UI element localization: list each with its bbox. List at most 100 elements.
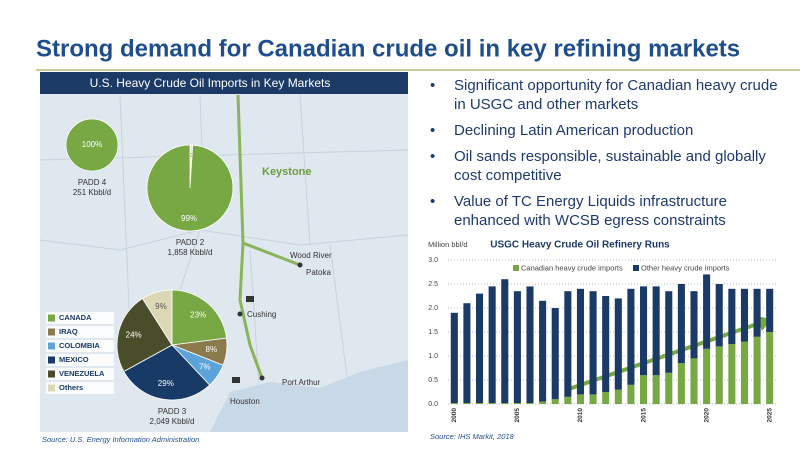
bar-segment [728, 288, 736, 344]
bar-segment [753, 288, 761, 337]
x-tick-label: 2020 [703, 408, 710, 423]
bar-segment [614, 389, 622, 404]
y-tick-label: 2.0 [428, 305, 438, 312]
pie-slice [141, 289, 173, 347]
bar-segment [665, 372, 673, 404]
slide-title: Strong demand for Canadian crude oil in … [36, 35, 740, 62]
bar-segment [551, 399, 559, 404]
bar-segment [576, 394, 584, 404]
y-tick-label: 3.0 [428, 257, 438, 264]
bullet: Declining Latin American production [428, 121, 780, 140]
pie-subtitle: 2,049 Kbbl/d [150, 417, 195, 426]
bar-segment [665, 291, 673, 373]
map-label: Keystone [262, 166, 312, 178]
map-point [259, 375, 265, 381]
pie-slice [65, 118, 119, 172]
bar-segment [627, 288, 635, 385]
bar-segment [476, 403, 484, 404]
bar-segment [627, 384, 635, 404]
pie-value-label: 1% [185, 152, 197, 161]
bullet: Oil sands responsible, sustainable and g… [428, 147, 780, 185]
legend-label: CANADA [59, 313, 92, 322]
y-axis-label: Million bbl/d [428, 240, 468, 249]
bar-segment [513, 291, 521, 404]
bar-segment [526, 286, 534, 404]
map-label: Patoka [306, 268, 331, 277]
legend-swatch [48, 328, 55, 336]
map-label: Port Arthur [282, 378, 321, 387]
legend-label: COLOMBIA [59, 341, 100, 350]
legend-swatch [513, 265, 519, 271]
map-gulf [210, 360, 408, 432]
chart-title: USGC Heavy Crude Oil Refinery Runs [490, 240, 670, 251]
legend-box [46, 326, 114, 338]
bar-segment [450, 312, 458, 404]
legend-swatch [633, 265, 639, 271]
map-title-bar [40, 72, 408, 94]
legend-swatch [48, 342, 55, 350]
legend-swatch [48, 356, 55, 364]
legend-label: Other heavy crude imports [641, 263, 730, 272]
map-label: Cushing [247, 310, 276, 319]
map-icon [232, 377, 240, 383]
bar-segment [690, 358, 698, 404]
x-tick-label: 2015 [640, 408, 647, 423]
bar-segment [753, 336, 761, 404]
x-tick-label: 2025 [766, 408, 773, 423]
y-tick-label: 0.0 [428, 401, 438, 408]
pie-slice [171, 289, 228, 346]
bar-segment [703, 348, 711, 404]
bar-segment [602, 296, 610, 392]
legend-label: Canadian heavy crude imports [521, 263, 623, 272]
x-tick-label: 2000 [451, 408, 458, 423]
legend-label: VENEZUELA [59, 369, 105, 378]
y-tick-label: 1.5 [428, 329, 438, 336]
bar-segment [488, 403, 496, 404]
legend-box [46, 382, 114, 394]
pipeline [236, 94, 301, 379]
trend-arrow [565, 321, 761, 392]
legend-swatch [48, 314, 55, 322]
bar-segment [576, 288, 584, 395]
bar-segment [715, 284, 723, 347]
bar-segment [513, 403, 521, 404]
pie-value-label: 8% [206, 345, 218, 354]
bar-segment [539, 401, 547, 404]
bar-segment [677, 363, 685, 404]
pie-value-label: 7% [199, 362, 211, 371]
bar-segment [766, 332, 774, 404]
bar-segment [589, 291, 597, 395]
x-tick-label: 2010 [577, 408, 584, 423]
bar-segment [450, 403, 458, 404]
bar-segment [740, 288, 748, 342]
legend-label: Others [59, 383, 83, 392]
bar-segment [640, 286, 648, 376]
bullet-list: Significant opportunity for Canadian hea… [428, 76, 780, 237]
y-tick-label: 1.0 [428, 353, 438, 360]
bullet: Value of TC Energy Liquids infrastructur… [428, 192, 780, 230]
map-source: Source: U.S. Energy Information Administ… [42, 435, 199, 444]
bar-segment [652, 286, 660, 376]
bar-segment [526, 403, 534, 404]
pie-value-label: 29% [158, 379, 174, 388]
bullet: Significant opportunity for Canadian hea… [428, 76, 780, 114]
pie-subtitle: 251 Kbbl/d [73, 188, 111, 197]
bar-segment [690, 291, 698, 359]
map-point [237, 311, 243, 317]
bar-segment [501, 403, 509, 404]
pie-subtitle: 1,858 Kbbl/d [168, 248, 213, 257]
bar-segment [551, 308, 559, 400]
y-tick-label: 0.5 [428, 377, 438, 384]
pie-value-label: 24% [126, 330, 142, 339]
x-tick-label: 2005 [514, 408, 521, 423]
pie-value-label: 9% [155, 302, 167, 311]
legend-swatch [48, 370, 55, 378]
bar-segment [501, 279, 509, 404]
pie-value-label: 23% [190, 310, 206, 319]
legend-box [46, 368, 114, 380]
bar-segment [766, 288, 774, 332]
pie-value-label: 99% [181, 214, 197, 223]
bar-segment [488, 286, 496, 404]
